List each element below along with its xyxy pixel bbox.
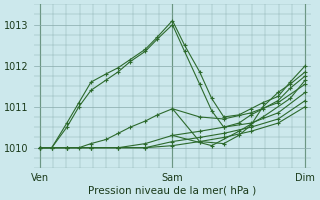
X-axis label: Pression niveau de la mer( hPa ): Pression niveau de la mer( hPa ) (88, 186, 257, 196)
